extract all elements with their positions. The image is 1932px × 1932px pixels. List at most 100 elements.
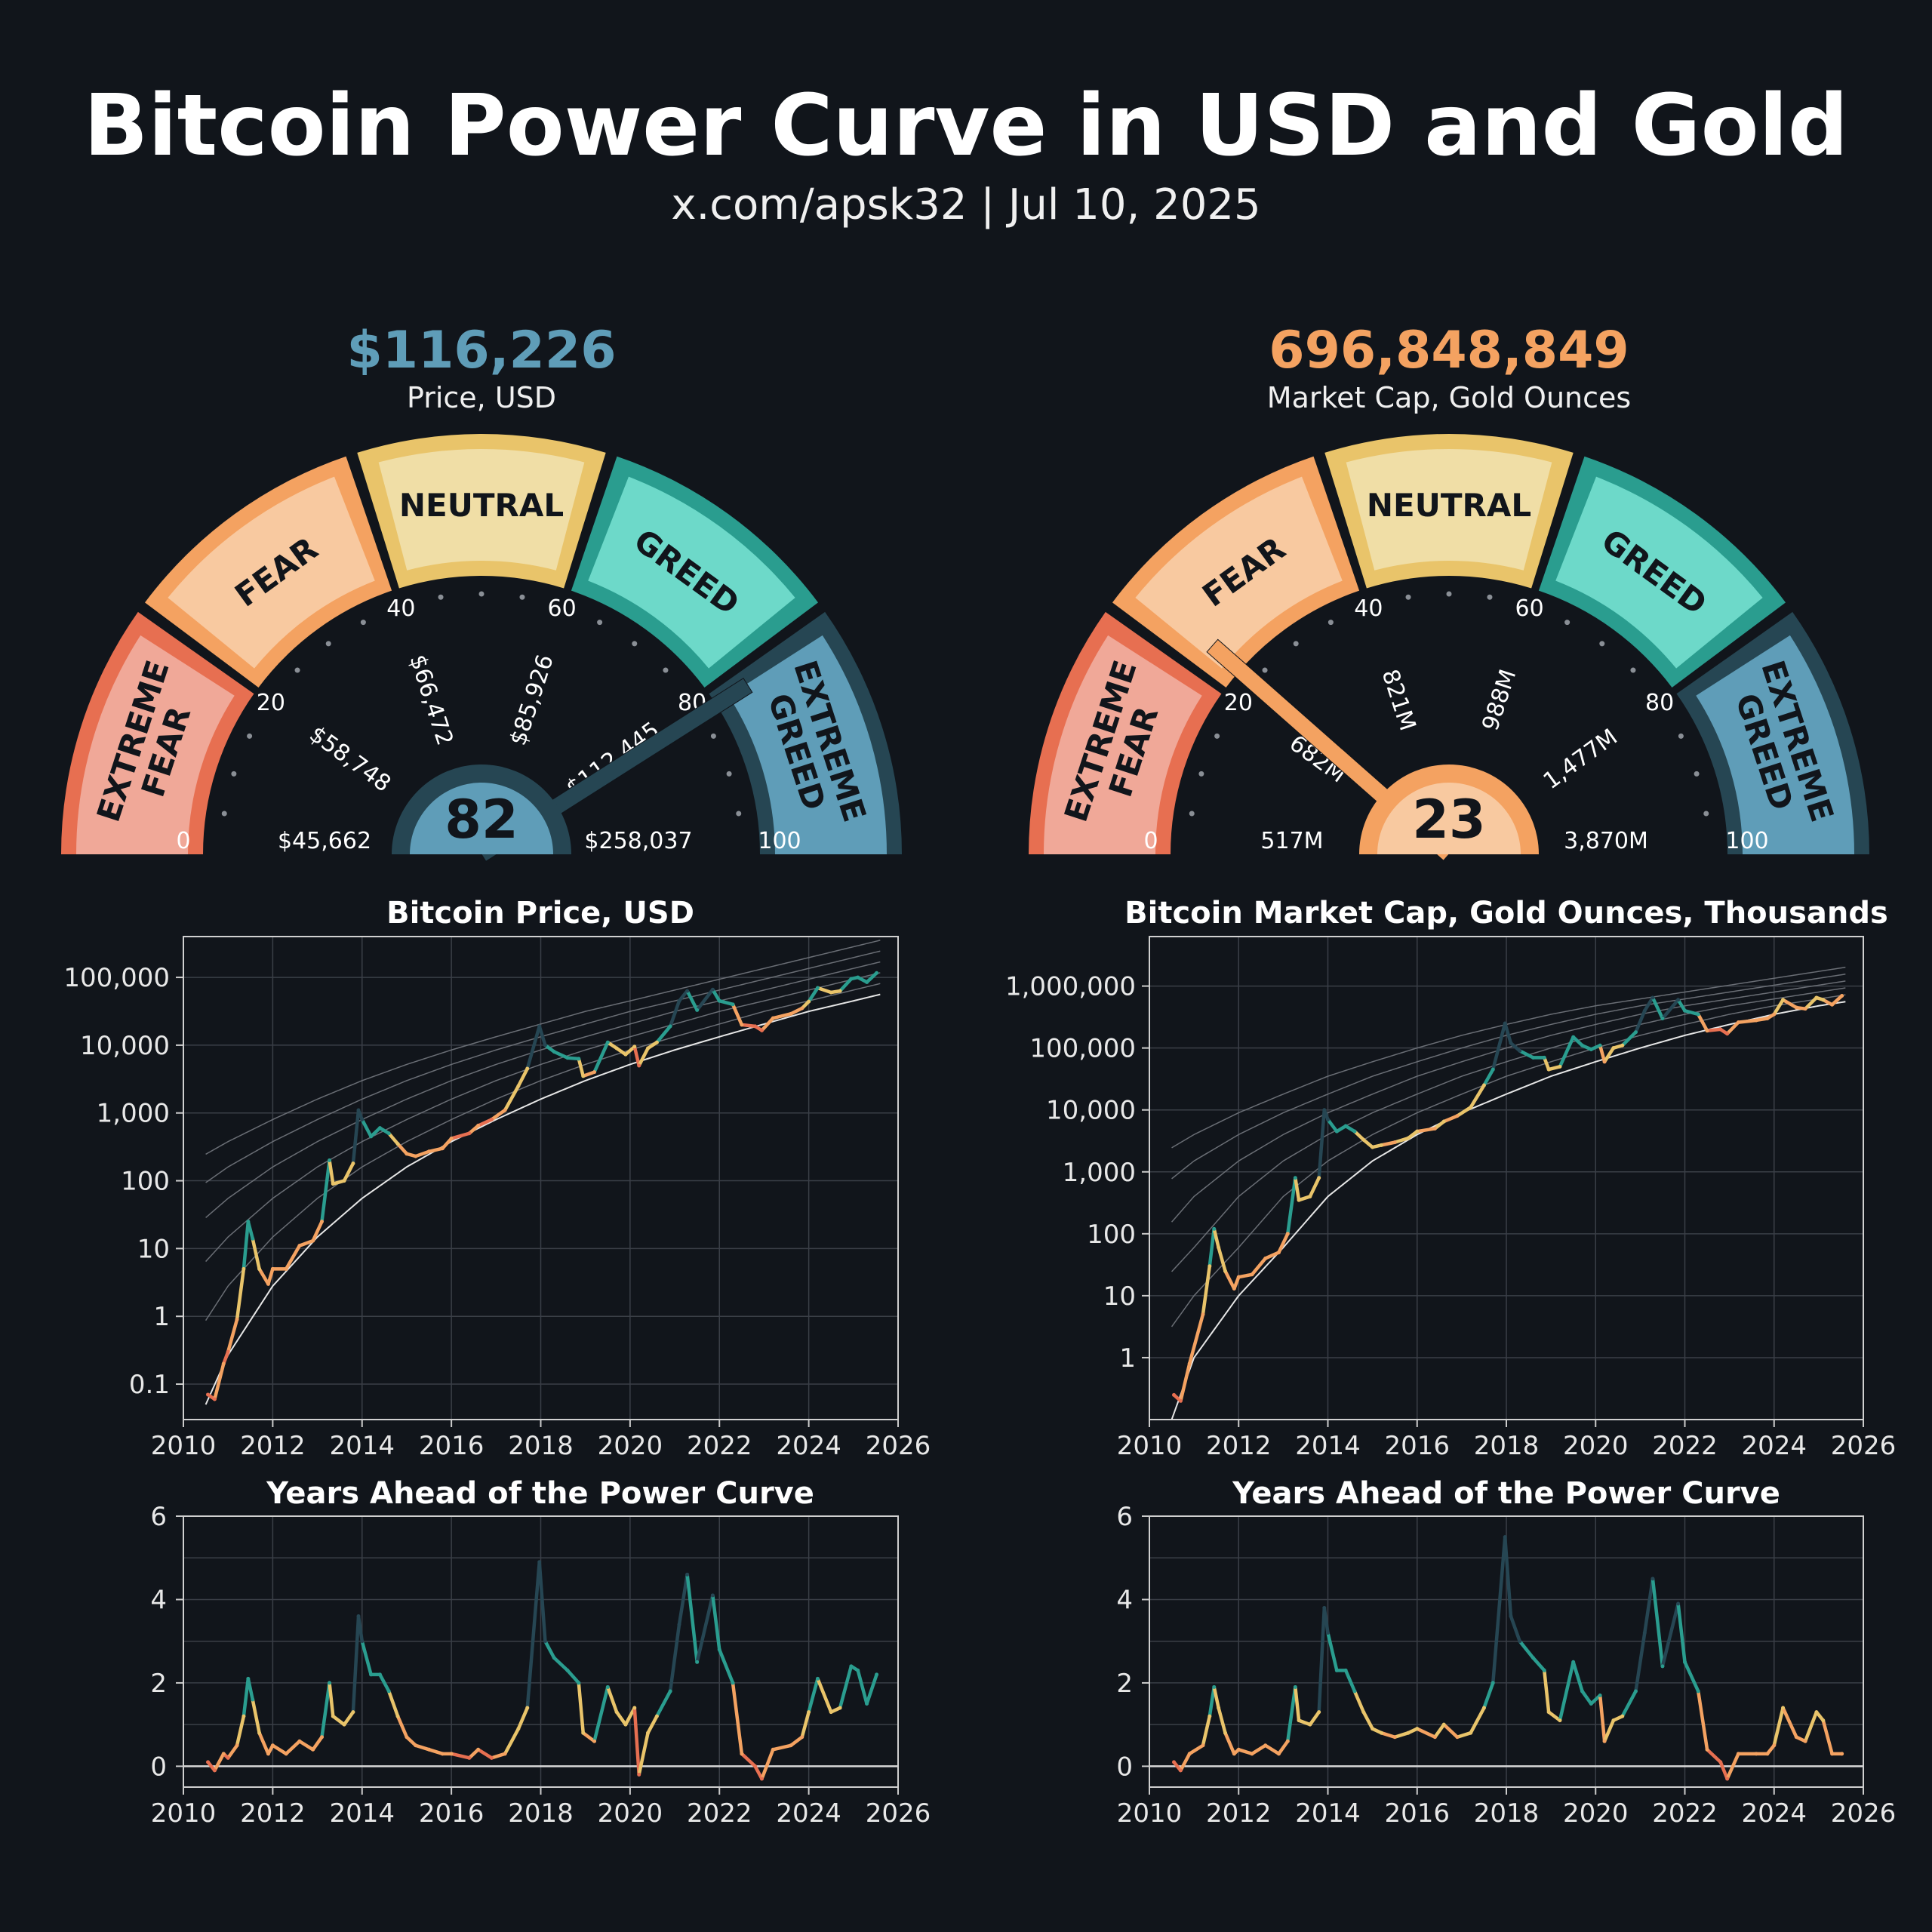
data-point — [829, 1710, 833, 1715]
series-segment — [685, 989, 699, 1012]
series-segment — [1660, 1601, 1680, 1669]
data-point — [1814, 1710, 1819, 1715]
series-segment — [251, 1237, 261, 1271]
data-point — [311, 1238, 315, 1243]
y-tick-label: 10 — [1103, 1281, 1136, 1312]
data-point — [1736, 1020, 1740, 1025]
series-segment — [1602, 1718, 1616, 1743]
series-segment — [740, 1752, 757, 1768]
series-segment — [284, 1739, 302, 1756]
data-point — [1232, 1287, 1236, 1291]
series-segment — [1683, 1660, 1700, 1694]
data-point — [427, 1149, 432, 1154]
scale-tick-label: 100 — [758, 828, 801, 854]
data-point — [856, 975, 860, 980]
scale-tick-label: 80 — [1645, 690, 1674, 716]
data-point — [221, 1361, 226, 1366]
data-point — [1361, 1137, 1366, 1142]
data-point — [1263, 1743, 1268, 1748]
y-tick-label: 1,000,000 — [1005, 972, 1136, 1002]
data-point — [605, 1684, 610, 1689]
series-segment — [1380, 1140, 1397, 1147]
data-point — [1406, 1730, 1411, 1735]
data-point — [476, 1747, 481, 1752]
power-curve-line — [1171, 1001, 1846, 1420]
series-segment — [222, 1349, 230, 1366]
years-ahead-usd-chart: Years Ahead of the Power Curve 2010 2012 2… — [150, 1476, 931, 1829]
data-point — [270, 1266, 275, 1271]
x-tick-label: 2026 — [1831, 1431, 1897, 1461]
data-point — [1546, 1710, 1551, 1715]
data-point — [1322, 1108, 1327, 1112]
data-point — [1531, 1055, 1535, 1060]
data-point — [1598, 1043, 1602, 1048]
data-point — [1794, 1735, 1798, 1740]
data-point — [1642, 1008, 1647, 1013]
data-point — [677, 1623, 681, 1627]
series-segment — [668, 998, 681, 1029]
series-segment — [311, 1735, 324, 1752]
data-point — [1352, 1129, 1357, 1134]
y-tick-label: 10,000 — [80, 1031, 170, 1061]
series-segment — [257, 1267, 270, 1286]
data-point — [1830, 1752, 1835, 1756]
data-point — [440, 1146, 445, 1151]
data-point — [1542, 1055, 1546, 1060]
data-point — [1718, 1027, 1723, 1032]
data-point — [1379, 1143, 1383, 1147]
series-segment — [246, 1220, 254, 1241]
y-tick-label: 10 — [137, 1234, 170, 1264]
data-point — [1705, 1747, 1709, 1752]
plot-area — [1171, 966, 1846, 1420]
series-segment — [476, 1118, 494, 1128]
series-segment — [1212, 1227, 1220, 1250]
gauge-zone-extreme-greed: EXTREMEGREED — [1676, 611, 1869, 854]
data-point — [646, 1730, 651, 1735]
data-point — [1334, 1668, 1339, 1672]
series-segment — [668, 1623, 681, 1694]
data-point — [565, 1668, 570, 1672]
series-segment — [1781, 1706, 1798, 1739]
x-tick-label: 2016 — [419, 1431, 485, 1461]
data-point — [1491, 1681, 1495, 1685]
scale-dot — [231, 771, 237, 777]
data-point — [815, 1676, 820, 1681]
power-curve-band — [1171, 994, 1846, 1327]
data-point — [270, 1743, 275, 1748]
x-tick-label: 2020 — [598, 1798, 663, 1829]
data-point — [1317, 1176, 1321, 1180]
data-point — [1441, 1119, 1446, 1124]
series-segment — [1297, 1195, 1312, 1202]
data-point — [251, 1697, 255, 1702]
data-point — [1518, 1048, 1522, 1053]
data-point — [1651, 995, 1655, 1000]
series-segment — [441, 1137, 454, 1150]
data-point — [242, 1266, 246, 1271]
series-segment — [1201, 1714, 1212, 1748]
x-tick-label: 2012 — [1206, 1431, 1272, 1461]
x-tick-label: 2012 — [240, 1798, 306, 1829]
data-point — [1187, 1361, 1192, 1366]
scale-dot — [478, 591, 485, 597]
data-point — [1285, 1232, 1290, 1236]
data-point — [1772, 1743, 1777, 1748]
series-segment — [1676, 998, 1687, 1013]
series-segment — [257, 1730, 270, 1756]
data-point — [1379, 1730, 1383, 1735]
series-segment — [235, 1714, 246, 1748]
data-point — [1285, 1739, 1290, 1743]
scale-dot — [360, 620, 366, 626]
series-segment — [378, 1672, 391, 1694]
data-point — [1840, 1752, 1844, 1756]
data-point — [592, 1070, 597, 1075]
data-point — [449, 1137, 454, 1141]
data-point — [1455, 1735, 1460, 1740]
chart-title: Years Ahead of the Power Curve — [1232, 1476, 1780, 1511]
data-point — [581, 1730, 586, 1735]
zone-fill — [1346, 449, 1552, 571]
series-segment — [1518, 1049, 1535, 1060]
plot-frame — [1149, 1515, 1864, 1788]
data-point — [1611, 1046, 1616, 1051]
data-point — [632, 1706, 637, 1710]
